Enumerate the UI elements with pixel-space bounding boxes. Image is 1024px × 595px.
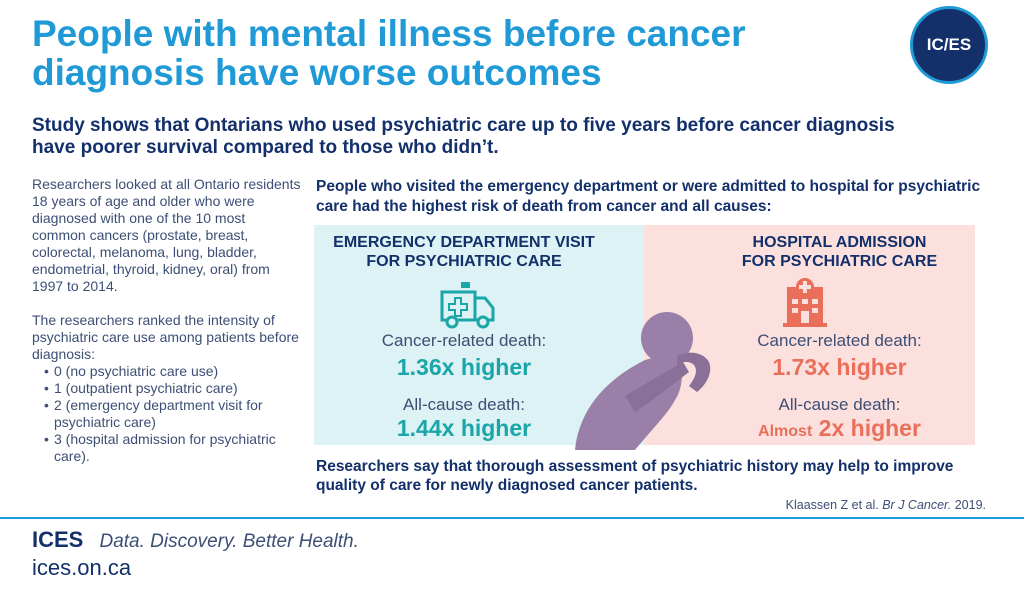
citation-year: 2019. — [954, 498, 986, 512]
study-description: Researchers looked at all Ontario reside… — [32, 176, 302, 465]
ices-logo: IC/ES — [910, 6, 988, 84]
ranking-intro-text: The researchers ranked the intensity of … — [32, 312, 299, 362]
distressed-person-icon — [575, 312, 711, 450]
citation: Klaassen Z et al. Br J Cancer. 2019. — [786, 498, 986, 512]
hosp-allcause-label: All-cause death: — [778, 395, 901, 414]
care-level-list: 0 (no psychiatric care use) 1 (outpatien… — [32, 363, 302, 465]
ed-panel-title: EMERGENCY DEPARTMENT VISIT FOR PSYCHIATR… — [314, 233, 644, 271]
hospital-icon — [783, 278, 827, 327]
conclusion-text: Researchers say that thorough assessment… — [316, 458, 954, 494]
hosp-title-line1: HOSPITAL ADMISSION — [752, 234, 927, 251]
footer-brand: ICES Data. Discovery. Better Health. — [32, 527, 359, 553]
hospital-admission-panel: HOSPITAL ADMISSION FOR PSYCHIATRIC CARE … — [644, 225, 975, 445]
ed-title-line2: FOR PSYCHIATRIC CARE — [366, 253, 562, 270]
almost-prefix: Almost — [758, 423, 813, 440]
study-population-text: Researchers looked at all Ontario reside… — [32, 176, 301, 294]
lead-text: People who visited the emergency departm… — [316, 178, 981, 215]
list-item: 1 (outpatient psychiatric care) — [44, 380, 302, 397]
hosp-cancer-value: 1.73x higher — [772, 354, 907, 380]
footer-url-link[interactable]: ices.on.ca — [32, 555, 132, 580]
ambulance-icon — [440, 282, 495, 329]
ed-allcause-value: 1.44x higher — [396, 415, 532, 441]
citation-authors: Klaassen Z et al. — [785, 498, 879, 512]
ed-cancer-label: Cancer-related death: — [381, 331, 547, 350]
list-item: 2 (emergency department visit for psychi… — [44, 397, 302, 431]
hosp-cancer-label: Cancer-related death: — [757, 331, 922, 350]
hosp-title-line2: FOR PSYCHIATRIC CARE — [741, 253, 938, 270]
citation-journal: Br J Cancer. — [882, 498, 952, 512]
footer-divider — [0, 517, 1024, 519]
footer-brand-name: ICES — [32, 527, 84, 552]
ed-visit-panel: EMERGENCY DEPARTMENT VISIT FOR PSYCHIATR… — [314, 225, 644, 445]
list-item: 3 (hospital admission for psychiatric ca… — [44, 431, 302, 465]
page-title: People with mental illness before cancer… — [32, 13, 746, 93]
ed-cancer-value: 1.36x higher — [396, 354, 532, 380]
hosp-allcause-number: 2x higher — [818, 415, 921, 441]
ed-allcause-label: All-cause death: — [403, 395, 525, 414]
list-item: 0 (no psychiatric care use) — [44, 363, 302, 380]
footer-tagline: Data. Discovery. Better Health. — [99, 531, 359, 552]
hosp-panel-title: HOSPITAL ADMISSION FOR PSYCHIATRIC CARE — [644, 233, 975, 271]
ed-title-line1: EMERGENCY DEPARTMENT VISIT — [333, 234, 595, 251]
subtitle: Study shows that Ontarians who used psyc… — [32, 115, 895, 158]
hosp-allcause-value: Almost 2x higher — [644, 415, 975, 442]
